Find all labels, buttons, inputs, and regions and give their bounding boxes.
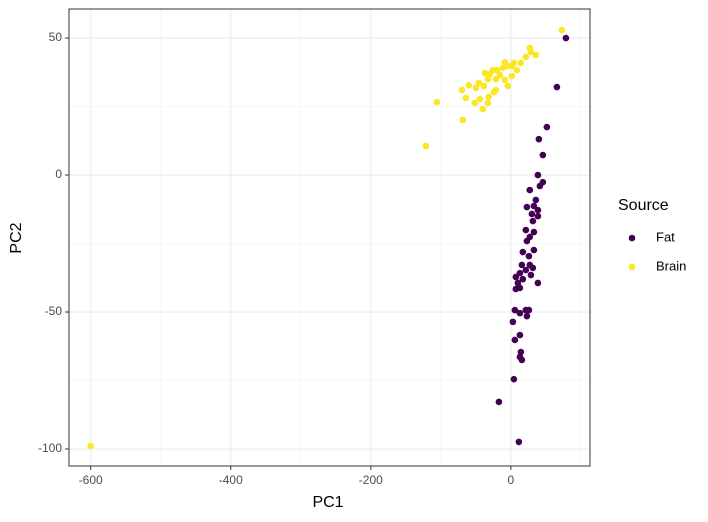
- legend-marker: [628, 234, 636, 242]
- x-tick-label: 0: [508, 473, 515, 487]
- point: [519, 275, 527, 283]
- point: [87, 442, 95, 450]
- point: [514, 279, 522, 287]
- point: [512, 285, 520, 293]
- point: [558, 26, 566, 34]
- point: [499, 64, 507, 72]
- point: [518, 356, 526, 364]
- point: [465, 81, 473, 89]
- point: [484, 75, 492, 83]
- point: [532, 51, 540, 59]
- point: [530, 246, 538, 254]
- point: [510, 375, 518, 383]
- point: [525, 252, 533, 260]
- point: [522, 53, 530, 61]
- point: [511, 306, 519, 314]
- point: [508, 62, 516, 70]
- y-tick-label: -100: [38, 441, 62, 455]
- legend-marker: [628, 263, 636, 271]
- point: [476, 95, 484, 103]
- point: [523, 203, 531, 211]
- point: [522, 266, 530, 274]
- point: [532, 196, 540, 204]
- legend-title: Source: [618, 197, 669, 214]
- series: [87, 26, 566, 450]
- point: [518, 261, 526, 269]
- point: [534, 212, 542, 220]
- point: [515, 438, 523, 446]
- point: [528, 210, 536, 218]
- series: [495, 34, 570, 446]
- point: [519, 248, 527, 256]
- point: [471, 99, 479, 107]
- point: [458, 86, 466, 94]
- point: [511, 336, 519, 344]
- point: [472, 84, 480, 92]
- y-tick-label: 50: [49, 30, 63, 44]
- point: [462, 94, 470, 102]
- point: [516, 331, 524, 339]
- point: [529, 217, 537, 225]
- point: [523, 312, 531, 320]
- point: [535, 135, 543, 143]
- point: [508, 72, 516, 80]
- point: [496, 71, 504, 79]
- point: [530, 202, 538, 210]
- point: [517, 348, 525, 356]
- point: [492, 75, 500, 83]
- point: [509, 318, 517, 326]
- point: [475, 79, 483, 87]
- point: [501, 76, 509, 84]
- legend-label: Brain: [656, 258, 686, 273]
- x-axis-title: PC1: [312, 494, 343, 511]
- point: [529, 264, 537, 272]
- y-axis-title: PC2: [8, 222, 25, 253]
- point: [536, 182, 544, 190]
- point: [543, 123, 551, 131]
- point: [539, 151, 547, 159]
- y-tick-label: -50: [45, 304, 63, 318]
- point: [525, 306, 533, 314]
- point: [481, 69, 489, 77]
- point: [485, 93, 493, 101]
- point: [562, 34, 570, 42]
- point: [479, 105, 487, 113]
- point: [523, 237, 531, 245]
- point: [459, 116, 467, 124]
- point: [490, 88, 498, 96]
- point: [513, 66, 521, 74]
- panel-border: [68, 8, 591, 467]
- y-tick-label: 0: [55, 167, 62, 181]
- point: [480, 82, 488, 90]
- point: [433, 98, 441, 106]
- point: [512, 273, 520, 281]
- point: [534, 279, 542, 287]
- point: [553, 83, 561, 91]
- x-tick-label: -200: [359, 473, 383, 487]
- legend-label: Fat: [656, 229, 675, 244]
- point: [516, 309, 524, 317]
- point: [486, 70, 494, 78]
- point: [504, 82, 512, 90]
- point: [422, 142, 430, 150]
- point: [530, 228, 538, 236]
- point: [484, 99, 492, 107]
- point: [534, 171, 542, 179]
- point: [527, 48, 535, 56]
- point: [534, 206, 542, 214]
- x-tick-label: -600: [79, 473, 103, 487]
- point: [522, 226, 530, 234]
- point: [517, 59, 525, 67]
- point: [526, 186, 534, 194]
- x-tick-label: -400: [219, 473, 243, 487]
- point: [527, 271, 535, 279]
- point: [495, 398, 503, 406]
